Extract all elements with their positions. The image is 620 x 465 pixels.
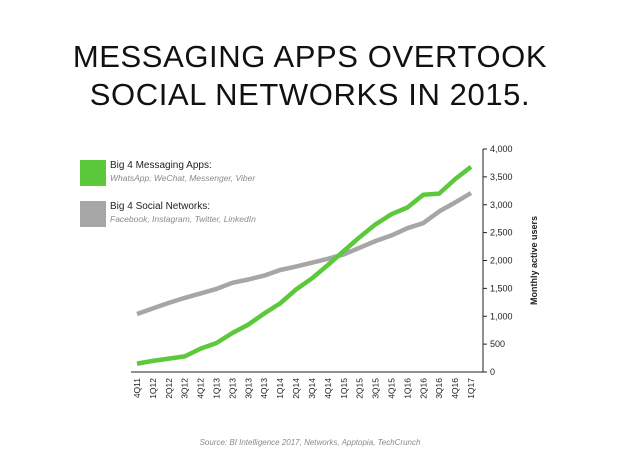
series-line-messaging [136, 165, 473, 366]
x-tick-label: 3Q16 [434, 378, 444, 399]
legend-swatch-messaging [80, 160, 106, 186]
x-tick-label: 4Q12 [196, 378, 206, 399]
title-line-1: MESSAGING APPS OVERTOOK [72, 39, 548, 74]
legend-swatch-social [80, 201, 106, 227]
x-tick-label: 4Q15 [386, 378, 396, 399]
legend-sublabel-social: Facebook, Instagram, Twitter, LinkedIn [110, 214, 256, 224]
y-tick-label: 4,000 [490, 144, 513, 154]
series-line-social [136, 191, 473, 317]
x-tick-label: 4Q13 [259, 378, 269, 399]
source-note: Source: BI Intelligence 2017, Networks, … [199, 438, 421, 447]
x-tick-label: 1Q15 [339, 378, 349, 399]
y-axis-title: Monthly active users [529, 216, 539, 305]
x-tick-label: 2Q15 [355, 378, 365, 399]
x-tick-label: 2Q14 [291, 378, 301, 399]
x-tick-label: 1Q13 [212, 378, 222, 399]
x-tick-label: 1Q14 [275, 378, 285, 399]
x-tick-label: 3Q14 [307, 378, 317, 399]
x-tick-label: 3Q12 [180, 378, 190, 399]
x-tick-label: 3Q15 [371, 378, 381, 399]
x-tick-label: 4Q16 [450, 378, 460, 399]
legend-sublabel-messaging: WhatsApp, WeChat, Messenger, Viber [110, 173, 256, 183]
x-tick-label: 3Q13 [243, 378, 253, 399]
y-tick-label: 1,500 [490, 283, 513, 293]
x-tick-label: 4Q14 [323, 378, 333, 399]
x-tick-label: 4Q11 [132, 378, 142, 398]
y-tick-label: 2,500 [490, 228, 513, 238]
legend-label-messaging: Big 4 Messaging Apps: [110, 160, 212, 171]
legend-label-social: Big 4 Social Networks: [110, 201, 211, 212]
title-line-2: SOCIAL NETWORKS IN 2015. [89, 77, 531, 112]
x-tick-label: 1Q16 [402, 378, 412, 399]
y-tick-label: 1,000 [490, 311, 513, 321]
x-tick-label: 2Q12 [164, 378, 174, 399]
y-tick-label: 500 [490, 339, 505, 349]
y-tick-label: 3,500 [490, 172, 513, 182]
x-tick-label: 2Q16 [418, 378, 428, 399]
y-tick-label: 0 [490, 367, 495, 377]
x-tick-label: 1Q17 [466, 378, 476, 399]
chart-title: MESSAGING APPS OVERTOOK SOCIAL NETWORKS … [0, 38, 620, 114]
x-tick-label: 1Q12 [148, 378, 158, 399]
y-tick-label: 2,000 [490, 256, 513, 266]
x-tick-label: 2Q13 [227, 378, 237, 399]
y-tick-label: 3,000 [490, 200, 513, 210]
